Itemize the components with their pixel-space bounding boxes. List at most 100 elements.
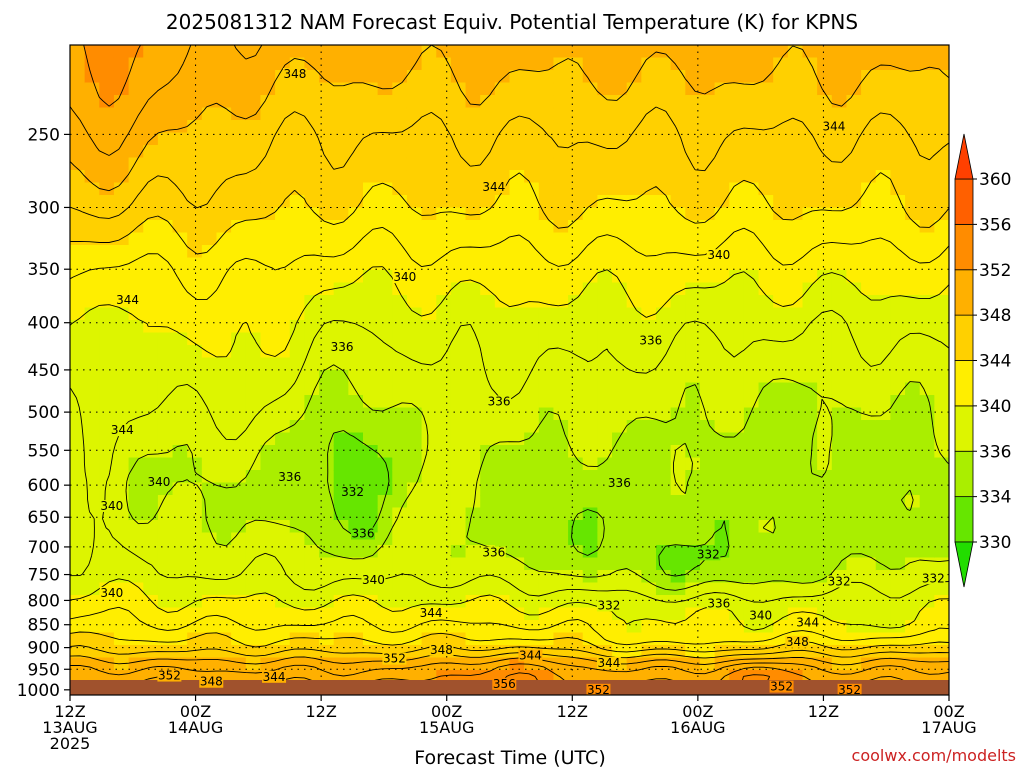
field-cell xyxy=(187,370,203,384)
field-cell xyxy=(187,545,203,559)
field-cell xyxy=(99,645,115,659)
field-cell xyxy=(128,182,144,196)
field-cell xyxy=(773,482,789,496)
field-cell xyxy=(524,95,540,109)
field-cell xyxy=(670,320,686,334)
field-cell xyxy=(582,407,598,421)
field-cell xyxy=(245,645,262,659)
field-cell xyxy=(494,382,511,396)
field-cell xyxy=(934,57,949,71)
field-cell xyxy=(245,407,262,421)
field-cell xyxy=(787,545,804,559)
field-cell xyxy=(670,95,686,109)
y-tick-label: 250 xyxy=(28,125,60,145)
field-cell xyxy=(392,120,408,134)
field-cell xyxy=(465,195,481,209)
field-cell xyxy=(406,520,423,534)
field-cell xyxy=(831,295,848,309)
field-cell xyxy=(905,232,921,246)
field-cell xyxy=(919,545,935,559)
field-cell xyxy=(333,170,349,184)
field-cell xyxy=(363,295,379,309)
field-cell xyxy=(333,382,349,396)
field-cell xyxy=(919,445,935,459)
x-tick-label: 00Z xyxy=(431,702,462,721)
field-cell xyxy=(128,220,144,234)
field-cell xyxy=(231,207,247,221)
field-cell xyxy=(524,107,540,121)
field-cell xyxy=(275,457,291,471)
field-cell xyxy=(568,195,584,209)
field-cell xyxy=(699,145,716,159)
field-cell xyxy=(758,457,774,471)
field-cell xyxy=(172,132,188,146)
field-cell xyxy=(509,182,525,196)
field-cell xyxy=(480,532,496,546)
field-cell xyxy=(699,195,716,209)
field-cell xyxy=(802,345,818,359)
field-cell xyxy=(450,257,467,271)
field-cell xyxy=(289,295,305,309)
field-cell xyxy=(289,307,305,321)
field-cell xyxy=(685,307,701,321)
field-cell xyxy=(465,220,481,234)
field-cell xyxy=(113,207,130,221)
field-cell xyxy=(245,607,262,621)
field-cell xyxy=(128,45,144,59)
contour-336 xyxy=(125,364,949,591)
field-cell xyxy=(480,145,496,159)
field-cell xyxy=(787,557,804,571)
field-cell xyxy=(875,445,891,459)
field-cell xyxy=(128,482,144,496)
field-cell xyxy=(699,570,716,584)
field-cell xyxy=(406,332,423,346)
field-cell xyxy=(201,170,218,184)
contour-label-bg xyxy=(330,341,355,354)
field-cell xyxy=(875,395,891,409)
field-cell xyxy=(113,57,130,71)
field-cell xyxy=(890,282,906,296)
field-cell xyxy=(128,345,144,359)
field-cell xyxy=(289,57,305,71)
field-cell xyxy=(612,545,628,559)
field-cell xyxy=(260,157,276,171)
field-cell xyxy=(553,470,569,484)
field-cell xyxy=(919,407,935,421)
field-cell xyxy=(597,220,613,234)
field-cell xyxy=(582,557,598,571)
field-cell xyxy=(626,545,642,559)
field-cell xyxy=(260,282,276,296)
field-cell xyxy=(641,245,657,259)
field-cell xyxy=(875,195,891,209)
field-cell xyxy=(773,545,789,559)
field-cell xyxy=(187,582,203,596)
field-cell xyxy=(538,107,555,121)
field-cell xyxy=(568,557,584,571)
field-cell xyxy=(626,220,642,234)
field-cell xyxy=(612,670,628,684)
field-cell xyxy=(831,607,848,621)
field-cell xyxy=(99,370,115,384)
field-cell xyxy=(113,257,130,271)
field-cell xyxy=(392,107,408,121)
field-cell xyxy=(509,470,525,484)
field-cell xyxy=(143,357,159,371)
field-cell xyxy=(187,270,203,284)
field-cell xyxy=(70,557,86,571)
x-tick-label: 2025 xyxy=(50,734,91,753)
field-cell xyxy=(465,582,481,596)
field-cell xyxy=(699,357,716,371)
field-cell xyxy=(260,207,276,221)
field-cell xyxy=(143,157,159,171)
field-cell xyxy=(729,370,745,384)
field-cell xyxy=(421,182,437,196)
field-cell xyxy=(465,645,481,659)
field-cell xyxy=(626,607,642,621)
field-cell xyxy=(553,57,569,71)
field-cell xyxy=(743,307,760,321)
x-tick-label: 12Z xyxy=(54,702,85,721)
field-cell xyxy=(450,595,467,609)
field-cell xyxy=(729,70,745,84)
field-cell xyxy=(480,195,496,209)
field-cell xyxy=(157,107,174,121)
